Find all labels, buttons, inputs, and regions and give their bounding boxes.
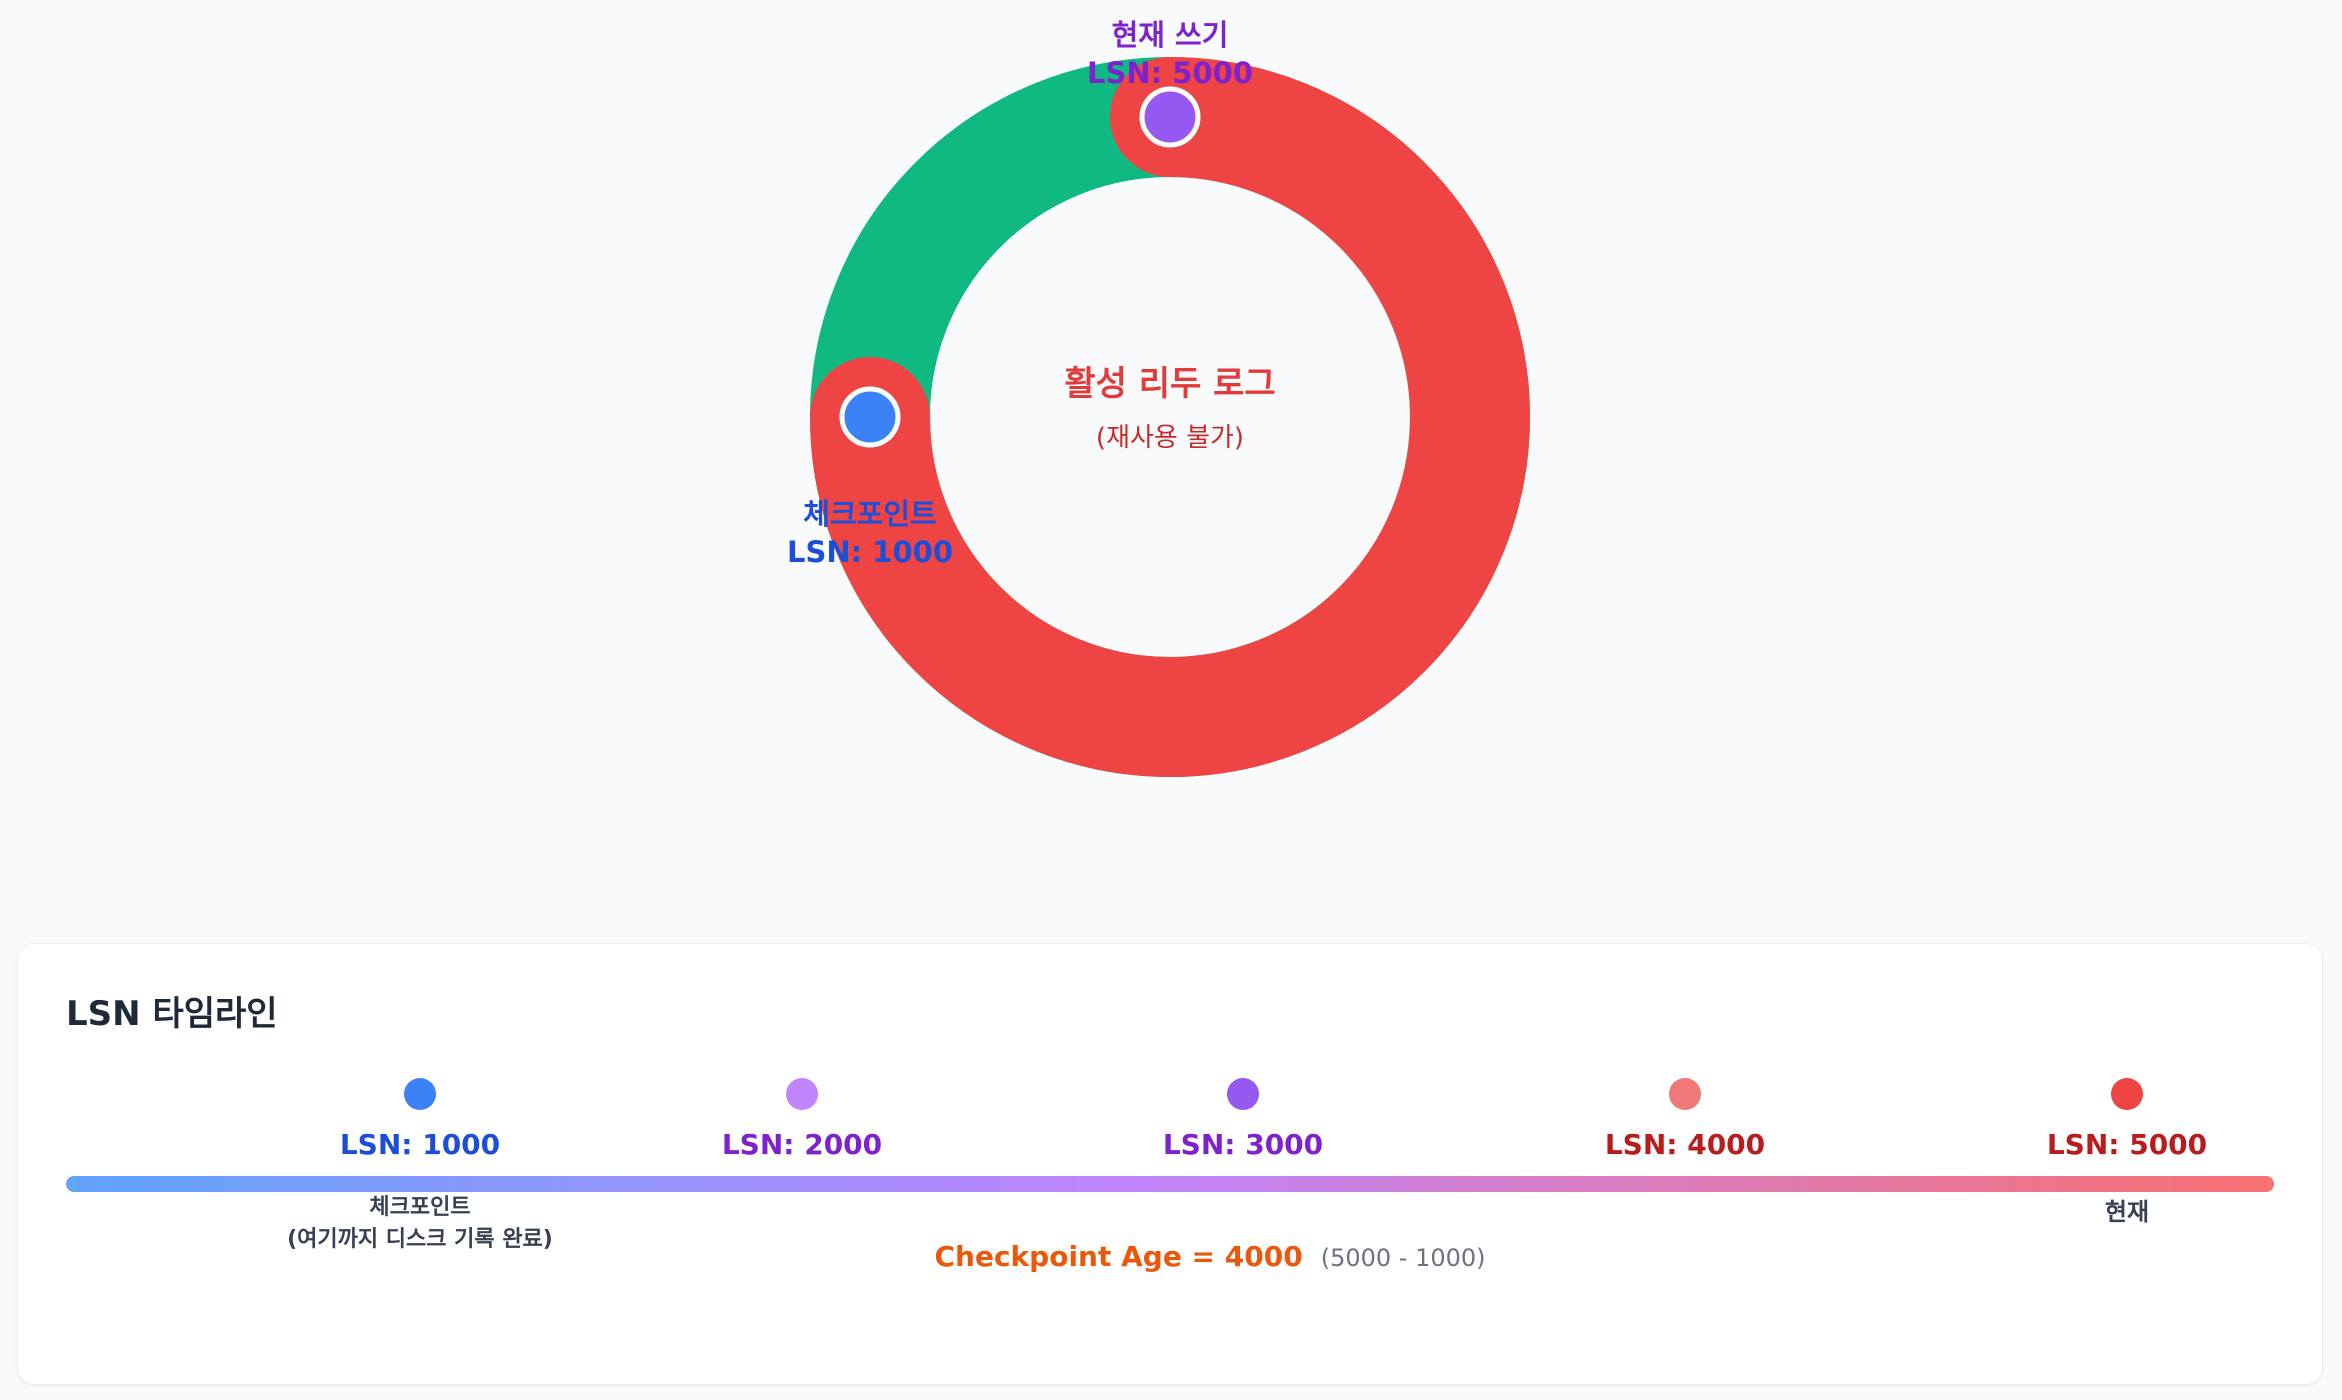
timeline-marker-lsn-5000: LSN: 5000 bbox=[1977, 1078, 2277, 1162]
timeline-dot bbox=[2111, 1078, 2143, 1110]
current-write-ring-label: 현재 쓰기 bbox=[1112, 18, 1229, 52]
ring-center-subtitle: (재사용 불가) bbox=[1096, 423, 1244, 453]
current-write-marker bbox=[1139, 86, 1201, 148]
ring-center-title: 활성 리두 로그 bbox=[1064, 364, 1275, 404]
timeline-dot bbox=[1669, 1078, 1701, 1110]
timeline-marker-lsn-4000: LSN: 4000 bbox=[1535, 1078, 1835, 1162]
timeline-dot bbox=[404, 1078, 436, 1110]
checkpoint-ring-label: 체크포인트 bbox=[803, 497, 936, 531]
checkpoint-note: 체크포인트 (여기까지 디스크 기록 완료) bbox=[210, 1192, 630, 1256]
active-redo-log-segment bbox=[810, 57, 1530, 777]
timeline-marker-lsn-2000: LSN: 2000 bbox=[652, 1078, 952, 1162]
checkpoint-note-detail: (여기까지 디스크 기록 완료) bbox=[287, 1227, 553, 1252]
checkpoint-ring-lsn: LSN: 1000 bbox=[787, 535, 953, 569]
checkpoint-age-formula: (5000 - 1000) bbox=[1320, 1244, 1486, 1272]
redo-log-ring-diagram: 활성 리두 로그 (재사용 불가) 체크포인트 LSN: 1000 현재 쓰기 … bbox=[787, 18, 1530, 777]
timeline-lsn-label: LSN: 3000 bbox=[1162, 1128, 1324, 1161]
timeline-dot bbox=[786, 1078, 818, 1110]
current-write-ring-lsn: LSN: 5000 bbox=[1087, 56, 1253, 90]
checkpoint-age-value: Checkpoint Age = 4000 bbox=[934, 1240, 1303, 1273]
timeline-lsn-label: LSN: 1000 bbox=[339, 1128, 501, 1161]
timeline-lsn-label: LSN: 2000 bbox=[721, 1128, 883, 1161]
timeline-lsn-label: LSN: 5000 bbox=[2046, 1128, 2208, 1161]
lsn-timeline-track bbox=[66, 1176, 2274, 1192]
lsn-timeline-title: LSN 타임라인 bbox=[66, 994, 278, 1034]
checkpoint-note-title: 체크포인트 bbox=[369, 1195, 471, 1220]
lsn-timeline-card: LSN 타임라인 LSN: 1000 LSN: 2000 LSN: 3000 L… bbox=[18, 944, 2322, 1384]
timeline-marker-lsn-3000: LSN: 3000 bbox=[1093, 1078, 1393, 1162]
timeline-marker-lsn-1000: LSN: 1000 bbox=[270, 1078, 570, 1162]
current-note: 현재 bbox=[2104, 1198, 2150, 1226]
timeline-lsn-label: LSN: 4000 bbox=[1604, 1128, 1766, 1161]
timeline-dot bbox=[1227, 1078, 1259, 1110]
checkpoint-marker bbox=[839, 386, 901, 448]
checkpoint-age-row: Checkpoint Age = 4000 (5000 - 1000) bbox=[18, 1240, 2322, 1280]
